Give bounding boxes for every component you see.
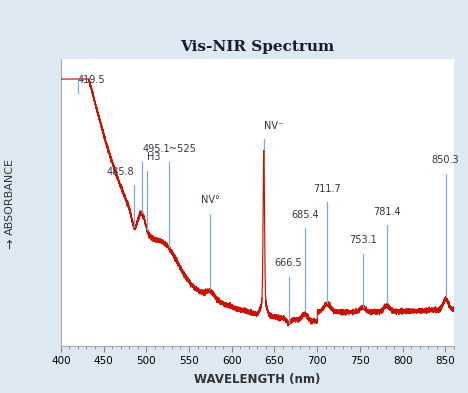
Title: Vis-NIR Spectrum: Vis-NIR Spectrum [180,40,335,53]
Text: →: → [4,239,17,249]
Text: 753.1: 753.1 [349,235,376,245]
Text: H3: H3 [147,152,161,162]
Text: 850.3: 850.3 [432,155,460,165]
Text: 711.7: 711.7 [314,184,341,194]
Text: 781.4: 781.4 [373,207,401,217]
Text: 419.5: 419.5 [78,75,105,85]
Text: NV°: NV° [201,195,220,205]
Text: 495.1: 495.1 [142,143,170,154]
Text: NV⁻: NV⁻ [264,121,283,130]
Text: 485.8: 485.8 [107,167,134,176]
X-axis label: WAVELENGTH (nm): WAVELENGTH (nm) [194,373,321,386]
Text: ABSORBANCE: ABSORBANCE [5,158,15,235]
Text: 685.4: 685.4 [291,209,319,220]
Text: ~525: ~525 [169,143,196,154]
Text: 666.5: 666.5 [275,258,302,268]
